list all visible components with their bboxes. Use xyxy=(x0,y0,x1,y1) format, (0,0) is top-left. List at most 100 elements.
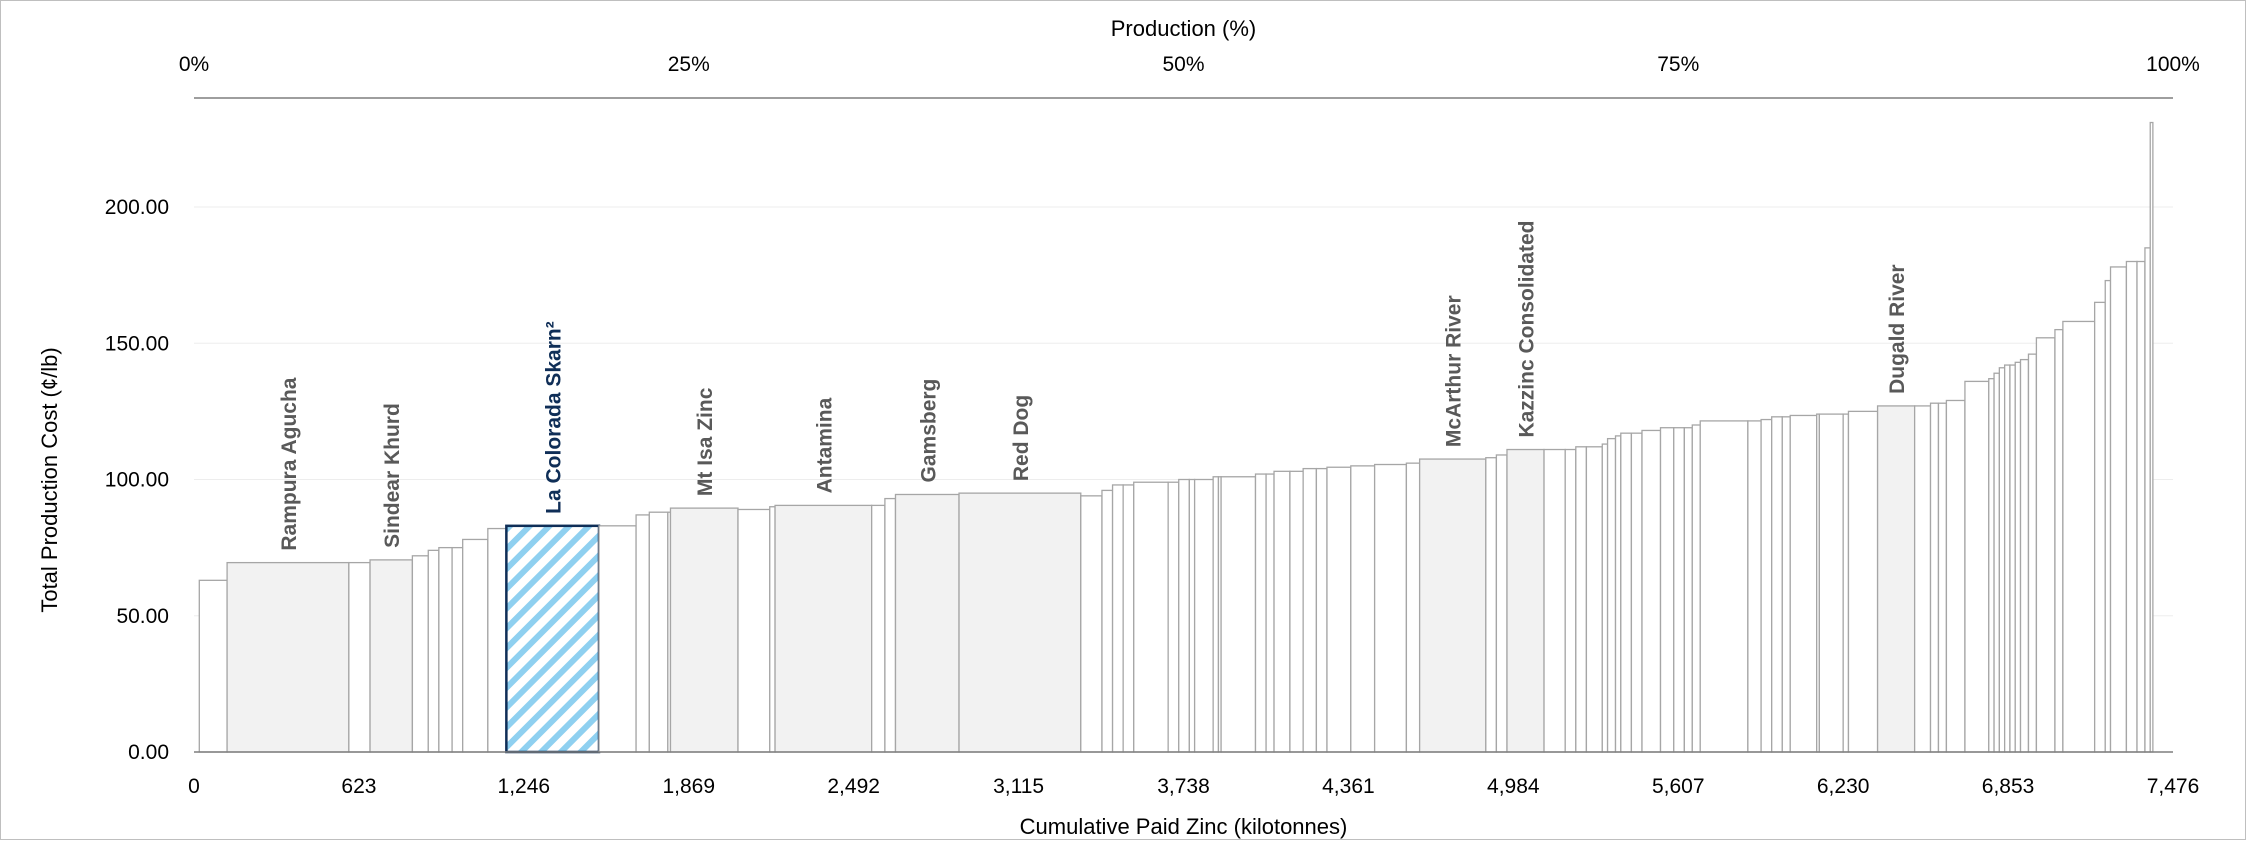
y-tick-labels: 0.00 50.00 100.00 150.00 200.00 xyxy=(105,196,169,764)
bar xyxy=(1614,435,1622,753)
bar xyxy=(1315,467,1328,753)
bar xyxy=(2125,260,2138,753)
y-tick-label: 100.00 xyxy=(105,469,169,492)
bar xyxy=(1273,470,1291,753)
bar xyxy=(1818,413,1844,753)
bar xyxy=(1265,473,1275,753)
bar xyxy=(1254,473,1267,753)
bar xyxy=(1133,481,1169,753)
bar xyxy=(769,506,776,753)
bar xyxy=(2109,266,2128,753)
mine-label: Sindear Khurd xyxy=(381,403,404,548)
bar xyxy=(2019,358,2030,753)
bar xyxy=(2027,353,2038,753)
y-tick-label: 200.00 xyxy=(105,196,169,219)
bar xyxy=(2104,279,2112,753)
bar xyxy=(1373,463,1408,753)
mine-label: Antamina xyxy=(813,397,836,493)
bar xyxy=(1601,443,1609,753)
bars xyxy=(198,121,2154,754)
bar xyxy=(411,555,429,753)
x-axis-title: Cumulative Paid Zinc (kilotonnes) xyxy=(1020,814,1348,839)
y-axis-title: Total Production Cost (¢/lb) xyxy=(37,347,62,612)
mine-label: Gamsberg xyxy=(917,379,940,483)
bar xyxy=(2014,361,2022,753)
bar xyxy=(1847,410,1879,753)
bar xyxy=(1122,484,1135,753)
top-tick-label: 25% xyxy=(668,53,710,76)
bar xyxy=(1405,462,1421,753)
axes xyxy=(194,97,2173,753)
bar xyxy=(1326,466,1352,753)
bar xyxy=(1080,495,1103,753)
bar xyxy=(1842,413,1850,753)
bar xyxy=(737,508,771,753)
bar xyxy=(1691,424,1701,753)
mine-label: McArthur River xyxy=(1443,295,1466,447)
bar xyxy=(1495,454,1508,753)
named-bar xyxy=(1876,405,1916,753)
bar xyxy=(1913,405,1932,753)
mine-label: Kazzinc Consolidated xyxy=(1516,220,1539,437)
mine-label: Dugald River xyxy=(1886,264,1909,394)
x-tick-labels: 0 623 1,246 1,869 2,492 3,115 3,738 4,361 4,984 5… xyxy=(188,775,2199,798)
bar xyxy=(648,511,669,753)
named-bar xyxy=(226,561,350,753)
bar xyxy=(348,561,371,753)
bar xyxy=(2062,320,2096,753)
bar xyxy=(1178,478,1190,753)
bar xyxy=(198,579,228,753)
bar xyxy=(2054,328,2064,753)
top-tick-labels: 0% 25% 50% 75% 100% xyxy=(179,53,2200,76)
bar xyxy=(1699,420,1749,753)
x-tick-label: 3,115 xyxy=(993,775,1044,798)
bar xyxy=(1659,427,1675,753)
bar xyxy=(1350,465,1376,753)
bar xyxy=(1620,432,1633,753)
bar xyxy=(1485,457,1498,753)
bar xyxy=(1212,476,1220,753)
x-tick-label: 2,492 xyxy=(827,775,880,798)
bar xyxy=(635,514,650,753)
bar xyxy=(1993,372,2000,753)
y-tick-label: 0.00 xyxy=(128,741,169,764)
bar xyxy=(1683,427,1693,753)
bar xyxy=(427,549,440,753)
x-tick-label: 5,607 xyxy=(1652,775,1705,798)
x-tick-label: 3,738 xyxy=(1157,775,1210,798)
top-axis-title: Production (%) xyxy=(1111,16,1257,41)
y-tick-label: 150.00 xyxy=(105,332,169,355)
bar xyxy=(1641,429,1662,753)
bar xyxy=(1543,448,1566,753)
mine-label: La Colorada Skarn² xyxy=(543,321,566,514)
mine-label: Rampura Agucha xyxy=(278,377,301,550)
bar xyxy=(1673,427,1685,753)
bar xyxy=(1630,432,1643,753)
bar xyxy=(438,546,453,753)
x-tick-label: 6,853 xyxy=(1982,775,2035,798)
bar xyxy=(1193,478,1214,753)
named-bar xyxy=(1506,448,1545,753)
bar xyxy=(1988,378,1995,753)
x-tick-label: 4,361 xyxy=(1322,775,1375,798)
named-bar xyxy=(958,492,1082,753)
bar xyxy=(1220,476,1257,753)
bar xyxy=(1760,418,1773,753)
bar xyxy=(2136,260,2146,753)
x-tick-label: 1,869 xyxy=(662,775,715,798)
x-tick-label: 1,246 xyxy=(498,775,551,798)
named-bar xyxy=(369,559,414,753)
highlighted-bar xyxy=(505,524,601,754)
mine-labels: Rampura Agucha Sindear Khurd La Colorada S… xyxy=(278,220,1909,550)
x-tick-label: 4,984 xyxy=(1487,775,1540,798)
bar xyxy=(2009,364,2016,753)
mine-label: Mt Isa Zinc xyxy=(694,387,717,496)
bar xyxy=(884,497,897,753)
bar xyxy=(2149,121,2154,753)
x-tick-label: 0 xyxy=(188,775,200,798)
x-tick-label: 623 xyxy=(341,775,376,798)
bar xyxy=(1945,399,1966,753)
bar xyxy=(1188,478,1196,753)
